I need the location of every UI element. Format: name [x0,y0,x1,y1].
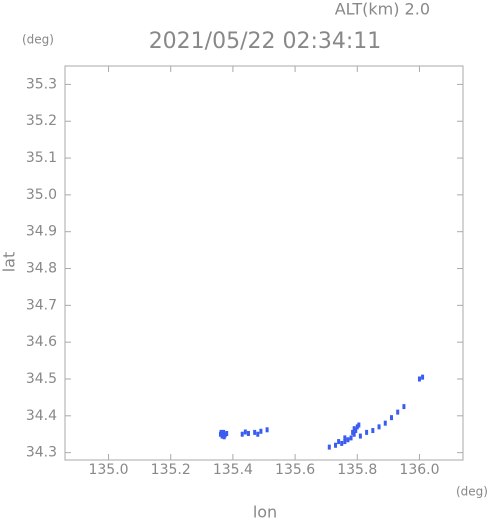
x-tick-label: 135.2 [151,462,191,478]
x-unit: (deg) [456,485,488,499]
point [365,429,369,435]
point [383,420,387,426]
point [222,429,226,435]
y-tick-label: 34.6 [26,334,57,350]
y-unit: (deg) [22,33,54,47]
y-tick-label: 34.3 [26,445,57,461]
point [259,428,263,434]
point [396,409,400,415]
point [351,429,355,435]
point [327,444,331,450]
point [334,442,338,448]
point [358,433,362,439]
plot-frame [64,65,464,461]
y-tick-label: 34.4 [26,408,57,424]
y-tick-label: 34.9 [26,224,57,240]
point [355,424,359,430]
y-tick-label: 34.7 [26,297,57,313]
x-tick-label: 135.4 [213,462,253,478]
y-tick-label: 35.1 [26,150,57,166]
point [337,439,341,445]
point [243,429,247,435]
point [349,435,353,441]
point [225,430,229,436]
point [352,426,356,432]
point [256,431,260,437]
x-axis-label: lon [253,503,277,521]
point [421,374,425,380]
point [222,434,226,440]
point [253,429,257,435]
y-tick-label: 35.0 [26,187,57,203]
x-tick-label: 135.0 [88,462,128,478]
chart-title: 2021/05/22 02:34:11 [149,29,382,54]
y-axis-label: lat [0,252,19,273]
point [219,429,223,435]
y-tick-label: 34.8 [26,261,57,277]
point [265,427,269,433]
y-tick-label: 35.2 [26,113,57,129]
y-tick-label: 35.3 [26,76,57,92]
point [346,437,350,443]
point [240,431,244,437]
point [354,428,358,434]
point [343,435,347,441]
point [402,404,406,410]
point [343,439,347,445]
x-tick-label: 135.6 [275,462,315,478]
point [377,424,381,430]
point [357,422,361,428]
point [246,430,250,436]
point [389,415,393,421]
point [417,376,421,382]
point [340,440,344,446]
x-tick-label: 135.8 [337,462,377,478]
point [371,428,375,434]
point [220,433,224,439]
point [352,431,356,437]
y-tick-label: 34.5 [26,371,57,387]
x-tick-label: 136.0 [399,462,439,478]
annotation: ALT(km) 2.0 [335,0,430,19]
